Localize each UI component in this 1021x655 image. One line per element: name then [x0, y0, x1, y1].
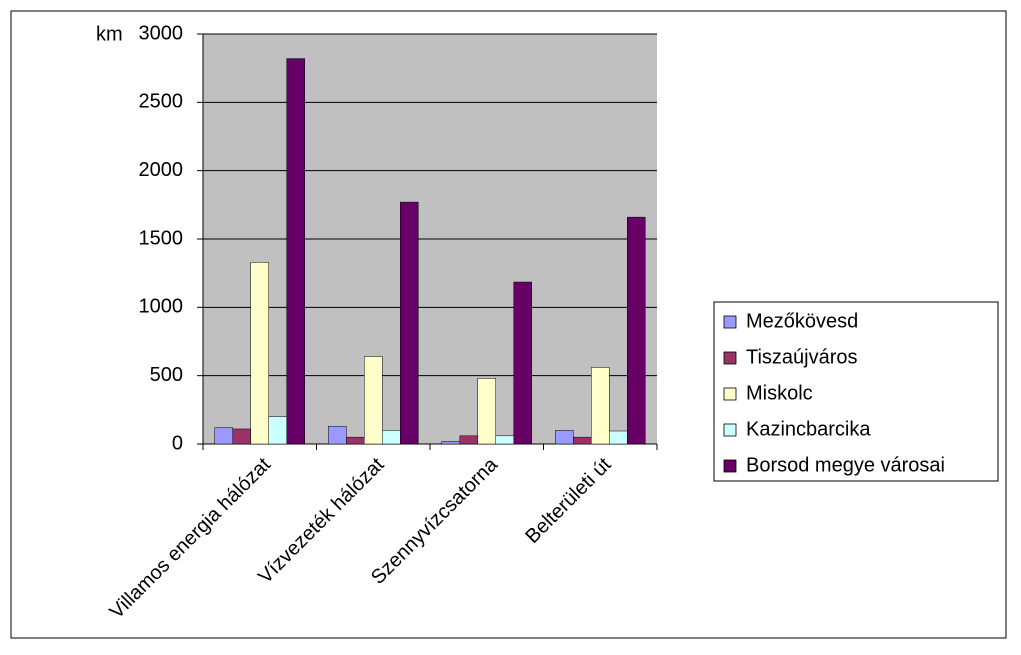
bar — [513, 281, 532, 445]
legend-label: Borsod megye városai — [746, 454, 945, 476]
bar — [477, 378, 496, 445]
bar — [346, 436, 365, 445]
y-tick-label: 0 — [172, 432, 183, 454]
bar — [364, 356, 383, 445]
bar — [555, 430, 574, 445]
bar — [250, 261, 269, 445]
legend-swatch — [723, 423, 737, 437]
bar — [627, 216, 646, 445]
bar — [441, 441, 460, 445]
bar — [495, 435, 514, 445]
bar — [214, 427, 233, 445]
bar — [268, 416, 287, 445]
legend — [713, 301, 999, 482]
bar — [609, 430, 628, 445]
legend-swatch — [723, 315, 737, 329]
bar — [382, 430, 401, 445]
bar — [591, 367, 610, 445]
bar — [573, 436, 592, 445]
y-tick-label: 500 — [150, 364, 183, 386]
legend-label: Kazincbarcika — [746, 418, 871, 440]
legend-swatch — [723, 387, 737, 401]
bar — [459, 435, 478, 445]
bar — [328, 425, 347, 445]
bar — [286, 58, 305, 445]
legend-label: Mezőkövesd — [746, 310, 858, 332]
y-tick-label: 2000 — [139, 159, 184, 181]
y-tick-label: 1000 — [139, 296, 184, 318]
legend-label: Miskolc — [746, 382, 813, 404]
legend-swatch — [723, 351, 737, 365]
y-tick-label: 2500 — [139, 91, 184, 113]
bar — [232, 428, 251, 445]
y-tick-label: 1500 — [139, 227, 184, 249]
y-axis-unit: km — [96, 23, 123, 45]
y-tick-label: 3000 — [139, 22, 184, 44]
legend-label: Tiszaújváros — [746, 346, 858, 368]
legend-swatch — [723, 459, 737, 473]
bar — [400, 201, 419, 445]
